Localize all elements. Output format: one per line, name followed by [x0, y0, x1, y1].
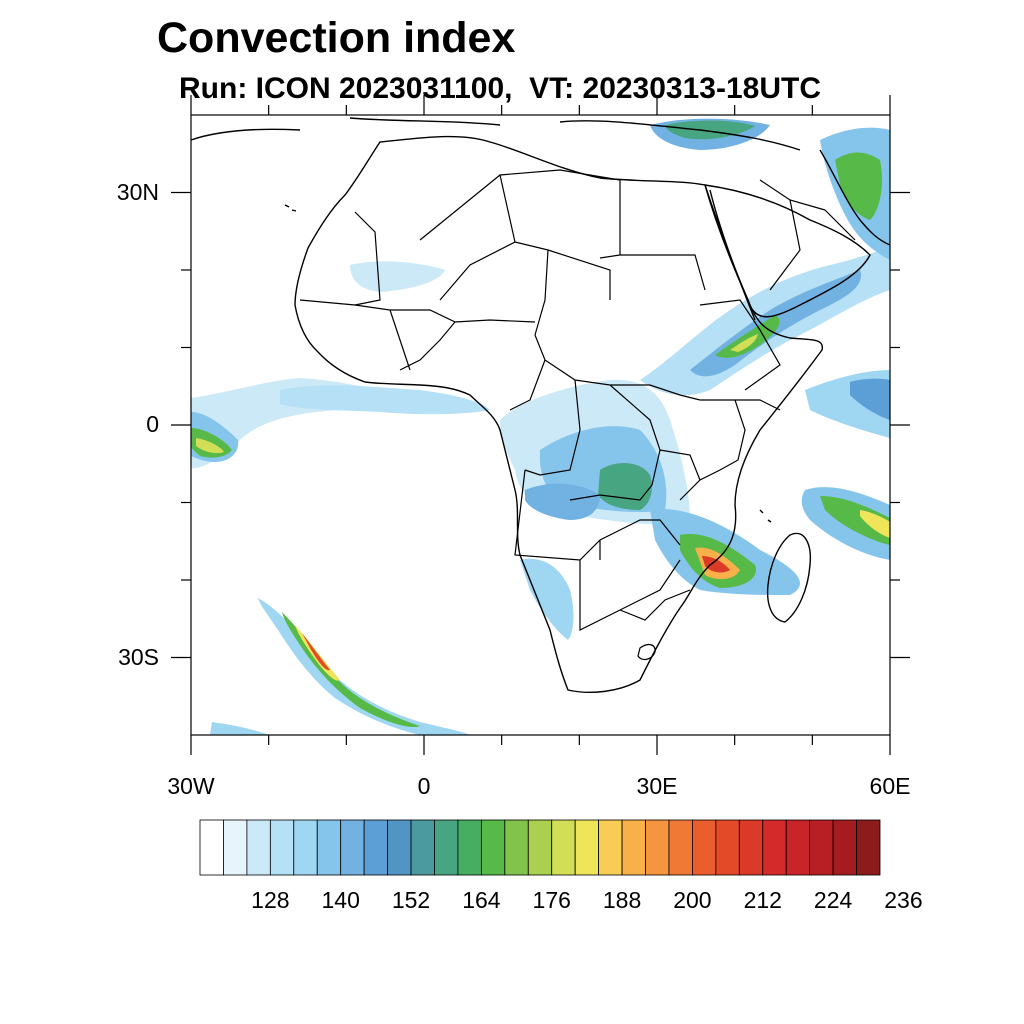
border-lines-south — [514, 469, 691, 631]
field-south-tip — [210, 722, 270, 735]
colorbar-swatch — [762, 819, 787, 876]
colorbar-swatch — [645, 819, 670, 876]
field-angola — [525, 483, 600, 520]
colorbar-label: 224 — [813, 887, 853, 913]
border-lines-arabia — [759, 179, 856, 291]
colorbar-swatch — [574, 819, 600, 876]
colorbar-swatch — [621, 819, 646, 876]
border-lines-central — [509, 334, 701, 501]
colorbar-label: 128 — [251, 887, 290, 913]
axis-ticks — [171, 95, 910, 755]
colorbar-swatch — [387, 819, 412, 876]
colorbar-swatch — [598, 819, 623, 876]
colorbar — [199, 819, 881, 876]
field-namibia — [520, 558, 574, 640]
colorbar-label: 176 — [532, 887, 571, 913]
x-tick-label: 30E — [636, 773, 678, 799]
colorbar-swatch — [223, 819, 248, 876]
x-tick-label: 0 — [417, 773, 431, 799]
field-sahel — [350, 261, 445, 292]
y-tick-label: 30S — [118, 643, 159, 670]
colorbar-label: 164 — [462, 887, 501, 913]
colorbar-swatch — [832, 819, 857, 876]
persian-gulf-coast — [819, 149, 890, 246]
colorbar-swatch — [504, 819, 529, 876]
y-tick-label: 30N — [116, 178, 159, 205]
country-borders — [299, 169, 856, 661]
colorbar-swatch — [269, 819, 295, 876]
colorbar-swatch — [246, 819, 271, 876]
canary-islands — [284, 204, 297, 212]
colorbar-swatch — [809, 819, 834, 876]
y-tick-label: 0 — [146, 411, 159, 437]
border-lines-west — [299, 299, 536, 371]
colorbar-swatch — [856, 819, 881, 876]
field-south-atlantic-peak — [302, 633, 330, 671]
mediterranean-north — [191, 117, 801, 151]
colorbar-label: 200 — [673, 887, 712, 913]
colorbar-label: 140 — [321, 887, 360, 913]
colorbar-swatch — [551, 819, 576, 876]
colorbar-swatch — [480, 819, 506, 876]
colorbar-label: 212 — [743, 887, 782, 913]
colorbar-label: 236 — [884, 887, 923, 913]
colorbar-swatch — [527, 819, 553, 876]
field-persian-gulf-core — [835, 152, 882, 220]
chart-subtitle: Run: ICON 2023031100, VT: 20230313-18UTC — [179, 72, 821, 105]
colorbar-swatch — [316, 819, 342, 876]
colorbar-label: 188 — [602, 887, 642, 913]
colorbar-label: 152 — [391, 887, 431, 913]
field-south-atlantic-mid — [282, 612, 420, 728]
field-east-madagascar-core — [820, 496, 890, 545]
colorbar-swatch — [668, 819, 693, 876]
colorbar-swatch — [434, 819, 459, 876]
colorbar-swatch — [715, 819, 740, 876]
colorbar-swatch — [785, 819, 811, 876]
colorbar-swatch — [692, 819, 717, 876]
x-tick-label: 30W — [167, 773, 215, 799]
colorbar-swatch — [738, 819, 764, 876]
field-indian-eq-core — [850, 378, 890, 420]
field-congo-core — [598, 463, 652, 510]
red-sea — [709, 189, 756, 321]
africa-coastline — [294, 135, 824, 693]
field-south-atlantic — [258, 598, 470, 735]
field-atlantic-peak2 — [196, 438, 224, 454]
x-tick-label: 60E — [869, 773, 911, 799]
colorbar-swatch — [199, 819, 224, 876]
colorbar-swatch — [340, 819, 365, 876]
chart-title: Convection index — [157, 14, 516, 62]
colorbar-swatch — [293, 819, 318, 876]
field-guinea — [280, 385, 490, 415]
madagascar-coastline — [766, 532, 812, 623]
convection-fields — [191, 118, 890, 735]
comoros-islands — [759, 509, 772, 523]
field-mozambique-peak — [702, 556, 730, 573]
lesotho-outline — [637, 643, 656, 661]
colorbar-swatch — [363, 819, 388, 876]
border-lines-east — [659, 299, 781, 501]
border-lines-north — [354, 169, 706, 336]
colorbar-swatch — [457, 819, 482, 876]
field-ethiopia-peak — [730, 334, 758, 352]
colorbar-swatch — [410, 819, 435, 876]
field-east-madagascar-peak — [860, 510, 890, 538]
